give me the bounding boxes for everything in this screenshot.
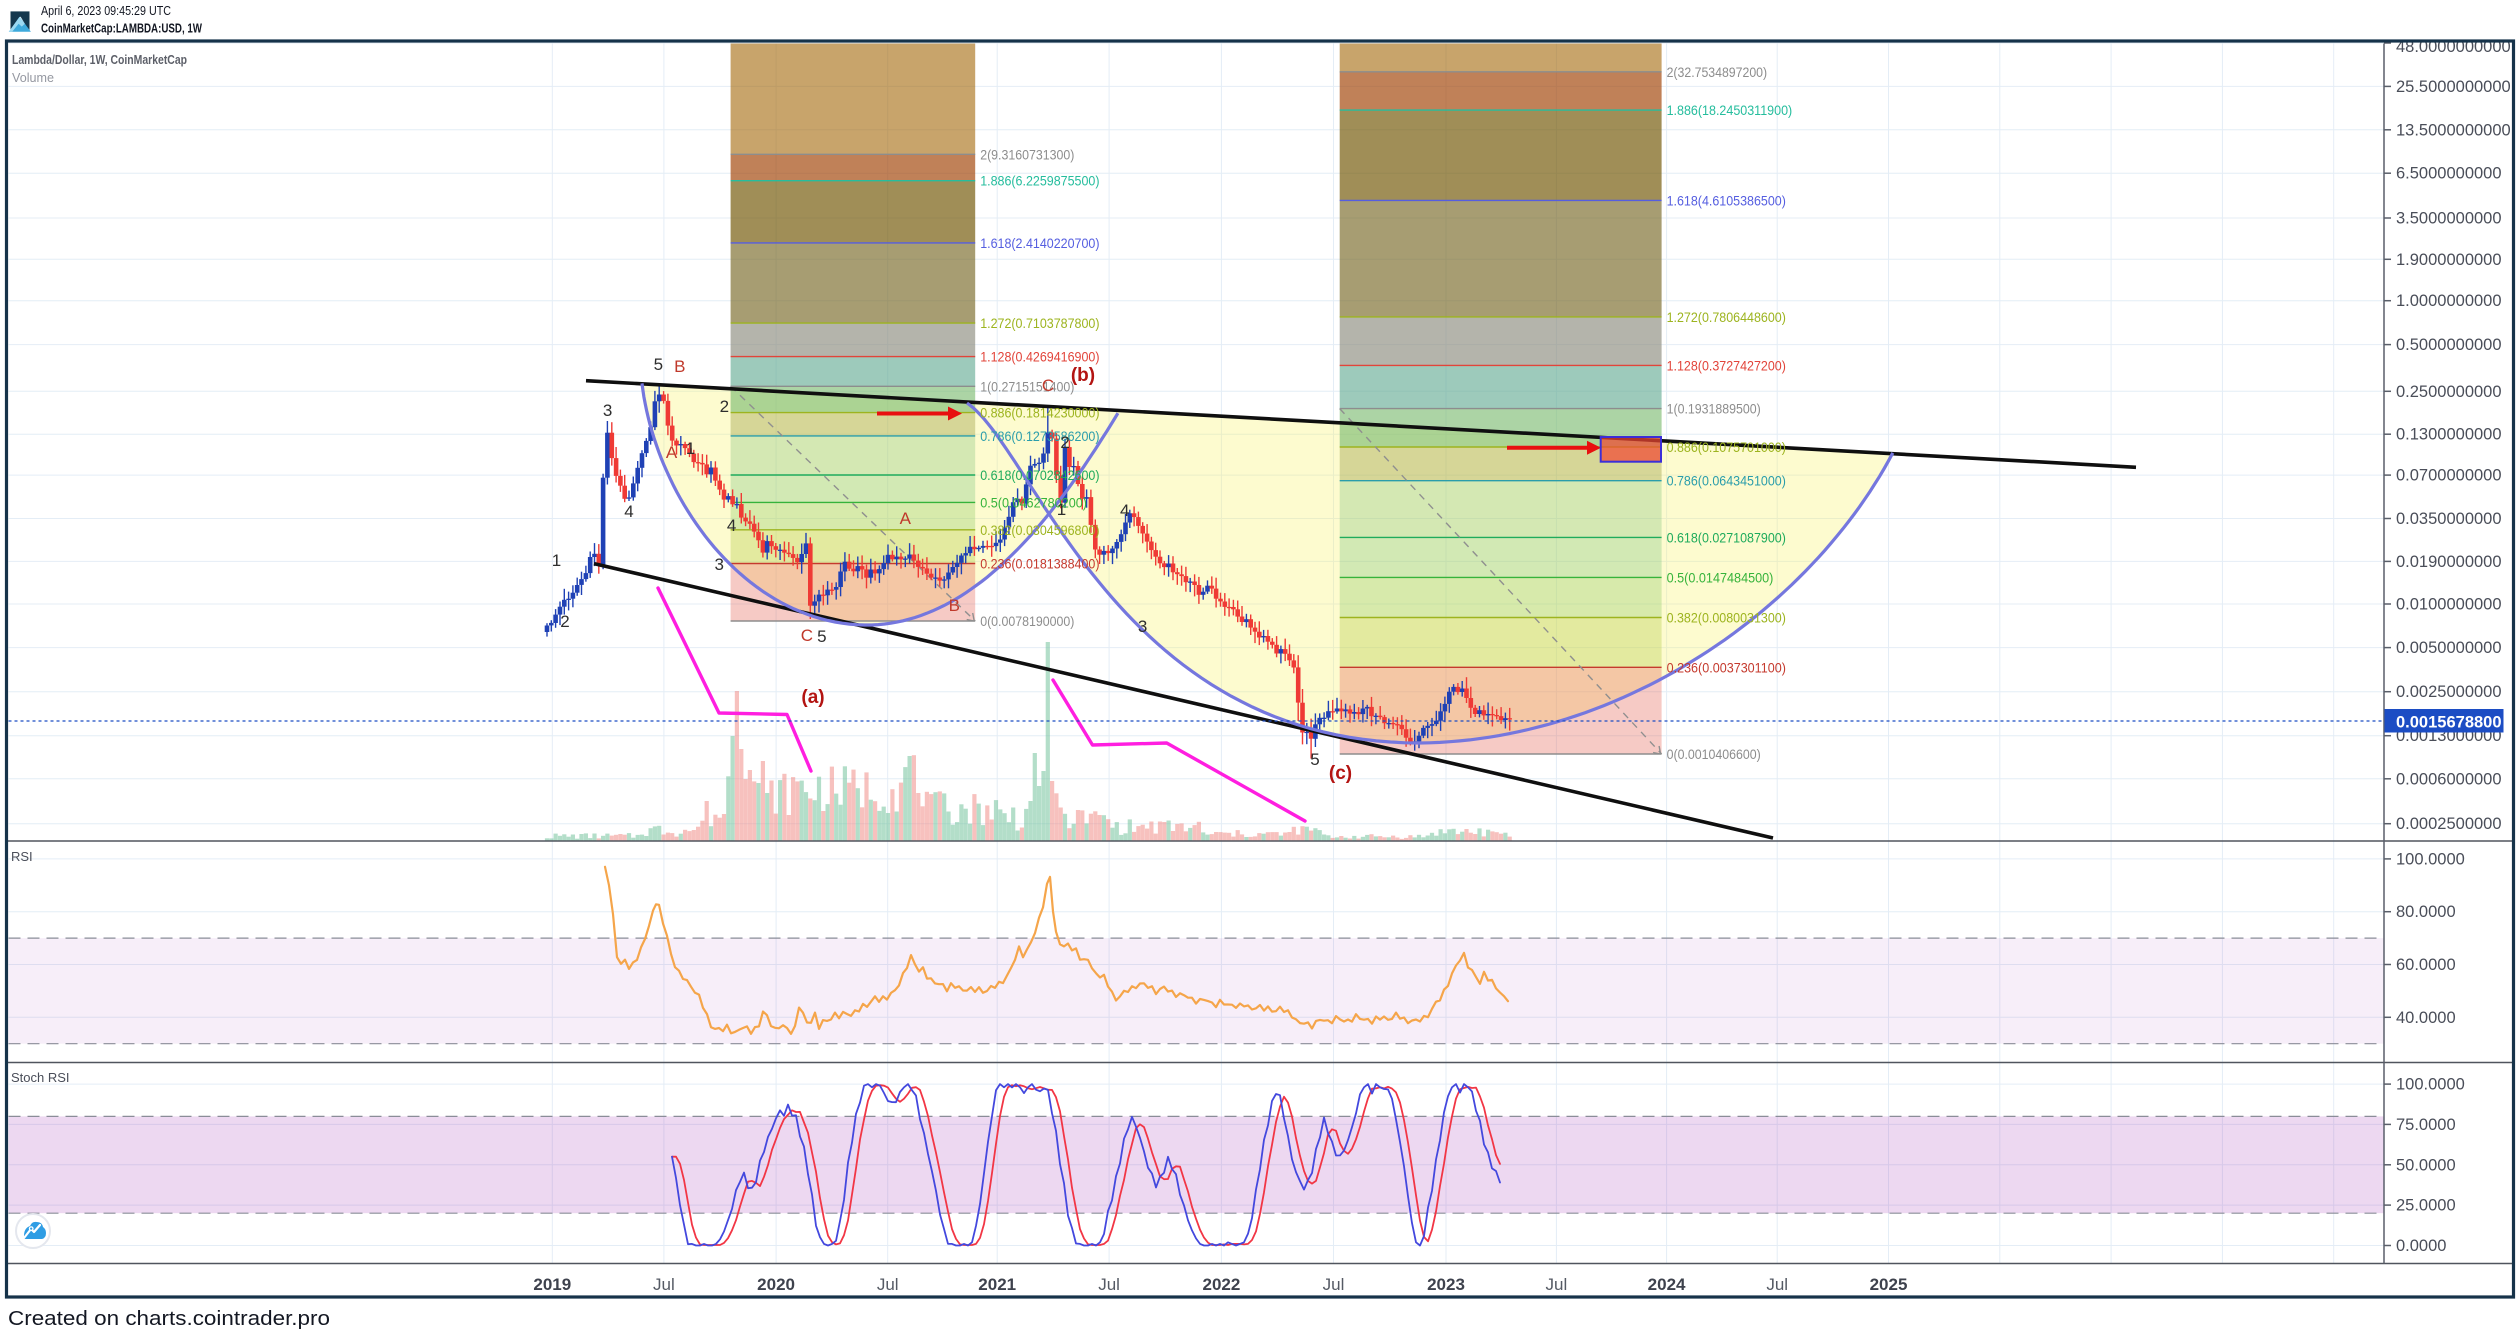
svg-text:2022: 2022 <box>1202 1275 1240 1294</box>
svg-text:0.0025000000: 0.0025000000 <box>2396 683 2502 701</box>
svg-text:0.0002500000: 0.0002500000 <box>2396 815 2502 833</box>
svg-text:2: 2 <box>1060 433 1069 452</box>
svg-text:Jul: Jul <box>1546 1275 1568 1294</box>
svg-text:2019: 2019 <box>533 1275 571 1294</box>
svg-text:(c): (c) <box>1329 763 1352 784</box>
svg-text:1: 1 <box>552 551 561 570</box>
svg-text:0.0100000000: 0.0100000000 <box>2396 596 2502 614</box>
svg-text:1.128(0.3727427200): 1.128(0.3727427200) <box>1667 357 1786 373</box>
svg-text:100.0000: 100.0000 <box>2396 850 2465 868</box>
svg-text:2(9.3160731300): 2(9.3160731300) <box>980 146 1074 162</box>
svg-text:4: 4 <box>1120 501 1129 520</box>
svg-text:0.1300000000: 0.1300000000 <box>2396 426 2502 444</box>
svg-text:0.886(0.1814230000): 0.886(0.1814230000) <box>980 405 1099 421</box>
svg-text:Jul: Jul <box>1323 1275 1345 1294</box>
svg-text:0.886(0.1075701000): 0.886(0.1075701000) <box>1667 439 1786 455</box>
svg-text:Jul: Jul <box>877 1275 899 1294</box>
svg-text:A: A <box>900 509 912 528</box>
svg-text:1.618(4.6105386500): 1.618(4.6105386500) <box>1667 192 1786 208</box>
svg-text:3: 3 <box>603 401 612 420</box>
svg-text:Volume: Volume <box>12 70 54 85</box>
svg-text:0.236(0.0037301100): 0.236(0.0037301100) <box>1667 659 1786 675</box>
svg-text:0.618(0.0271087900): 0.618(0.0271087900) <box>1667 529 1786 545</box>
svg-text:0(0.0010406600): 0(0.0010406600) <box>1667 746 1761 762</box>
svg-text:3: 3 <box>1138 617 1147 636</box>
svg-text:2020: 2020 <box>757 1275 795 1294</box>
svg-text:1.0000000000: 1.0000000000 <box>2396 292 2502 310</box>
svg-text:0(0.0078190000): 0(0.0078190000) <box>980 613 1074 629</box>
svg-text:1.272(0.7103787800): 1.272(0.7103787800) <box>980 315 1099 331</box>
svg-text:April 6, 2023 09:45:29 UTC: April 6, 2023 09:45:29 UTC <box>41 4 171 18</box>
svg-text:40.0000: 40.0000 <box>2396 1009 2456 1027</box>
svg-text:0.0000: 0.0000 <box>2396 1237 2446 1255</box>
svg-text:0.786(0.0643451000): 0.786(0.0643451000) <box>1667 473 1786 489</box>
svg-text:5: 5 <box>654 355 663 374</box>
svg-text:1.886(6.2259875500): 1.886(6.2259875500) <box>980 173 1099 189</box>
svg-text:Jul: Jul <box>1098 1275 1120 1294</box>
svg-text:5: 5 <box>1310 750 1319 769</box>
svg-text:1.9000000000: 1.9000000000 <box>2396 251 2502 269</box>
svg-text:80.0000: 80.0000 <box>2396 903 2456 921</box>
svg-text:0.618(0.0702842600): 0.618(0.0702842600) <box>980 467 1099 483</box>
svg-text:B: B <box>674 357 685 376</box>
svg-text:CoinMarketCap:LAMBDA:USD, 1W: CoinMarketCap:LAMBDA:USD, 1W <box>41 22 202 36</box>
svg-text:2025: 2025 <box>1870 1275 1908 1294</box>
svg-text:50.0000: 50.0000 <box>2396 1156 2456 1174</box>
svg-text:0.5(0.0147484500): 0.5(0.0147484500) <box>1667 569 1774 585</box>
svg-text:25.5000000000: 25.5000000000 <box>2396 78 2511 96</box>
svg-text:6.5000000000: 6.5000000000 <box>2396 165 2502 183</box>
svg-text:2: 2 <box>720 397 729 416</box>
svg-text:Created on charts.cointrader.p: Created on charts.cointrader.pro <box>8 1308 330 1330</box>
svg-text:(b): (b) <box>1071 365 1095 386</box>
svg-text:1.618(2.4140220700): 1.618(2.4140220700) <box>980 235 1099 251</box>
svg-text:C: C <box>801 626 813 645</box>
svg-text:0.382(0.0304596800): 0.382(0.0304596800) <box>980 522 1099 538</box>
svg-text:0.0700000000: 0.0700000000 <box>2396 467 2502 485</box>
svg-text:0.0190000000: 0.0190000000 <box>2396 553 2502 571</box>
svg-text:A: A <box>666 443 678 462</box>
svg-text:2(32.7534897200): 2(32.7534897200) <box>1667 64 1768 80</box>
svg-text:C: C <box>1042 376 1054 395</box>
svg-text:0.2500000000: 0.2500000000 <box>2396 383 2502 401</box>
svg-text:1.128(0.4269416900): 1.128(0.4269416900) <box>980 349 1099 365</box>
svg-text:4: 4 <box>727 516 736 535</box>
svg-text:Jul: Jul <box>1766 1275 1788 1294</box>
svg-text:0.5(0.0462780200): 0.5(0.0462780200) <box>980 494 1087 510</box>
svg-text:2: 2 <box>560 612 569 631</box>
svg-text:0.5000000000: 0.5000000000 <box>2396 336 2502 354</box>
svg-text:5: 5 <box>817 627 826 646</box>
svg-text:1.272(0.7806448600): 1.272(0.7806448600) <box>1667 309 1786 325</box>
svg-text:13.5000000000: 13.5000000000 <box>2396 121 2511 139</box>
svg-text:2024: 2024 <box>1648 1275 1686 1294</box>
svg-text:Jul: Jul <box>653 1275 675 1294</box>
svg-text:RSI: RSI <box>11 849 33 864</box>
svg-text:2021: 2021 <box>978 1275 1016 1294</box>
svg-text:1: 1 <box>1057 500 1066 519</box>
svg-text:1(0.2715151400): 1(0.2715151400) <box>980 378 1074 394</box>
svg-text:0.0015678800: 0.0015678800 <box>2396 714 2502 732</box>
svg-text:0.0350000000: 0.0350000000 <box>2396 510 2502 528</box>
svg-text:25.0000: 25.0000 <box>2396 1197 2456 1215</box>
svg-text:Stoch RSI: Stoch RSI <box>11 1070 70 1085</box>
svg-text:1: 1 <box>686 439 695 458</box>
svg-text:(a): (a) <box>801 687 824 708</box>
svg-text:60.0000: 60.0000 <box>2396 956 2456 974</box>
svg-text:3.5000000000: 3.5000000000 <box>2396 210 2502 228</box>
svg-text:75.0000: 75.0000 <box>2396 1116 2456 1134</box>
svg-text:1.886(18.2450311900): 1.886(18.2450311900) <box>1667 102 1793 118</box>
svg-text:B: B <box>949 596 960 615</box>
svg-text:2023: 2023 <box>1427 1275 1465 1294</box>
svg-text:0.786(0.1273586200): 0.786(0.1273586200) <box>980 428 1099 444</box>
svg-text:0.0006000000: 0.0006000000 <box>2396 770 2502 788</box>
svg-text:0.382(0.0080031300): 0.382(0.0080031300) <box>1667 610 1786 626</box>
svg-text:Lambda/Dollar, 1W, CoinMarketC: Lambda/Dollar, 1W, CoinMarketCap <box>12 52 187 67</box>
svg-text:1(0.1931889500): 1(0.1931889500) <box>1667 401 1761 417</box>
svg-text:0.236(0.0181388400): 0.236(0.0181388400) <box>980 556 1099 572</box>
svg-text:3: 3 <box>714 555 723 574</box>
svg-text:0.0050000000: 0.0050000000 <box>2396 639 2502 657</box>
svg-text:100.0000: 100.0000 <box>2396 1076 2465 1094</box>
svg-text:4: 4 <box>624 502 633 521</box>
